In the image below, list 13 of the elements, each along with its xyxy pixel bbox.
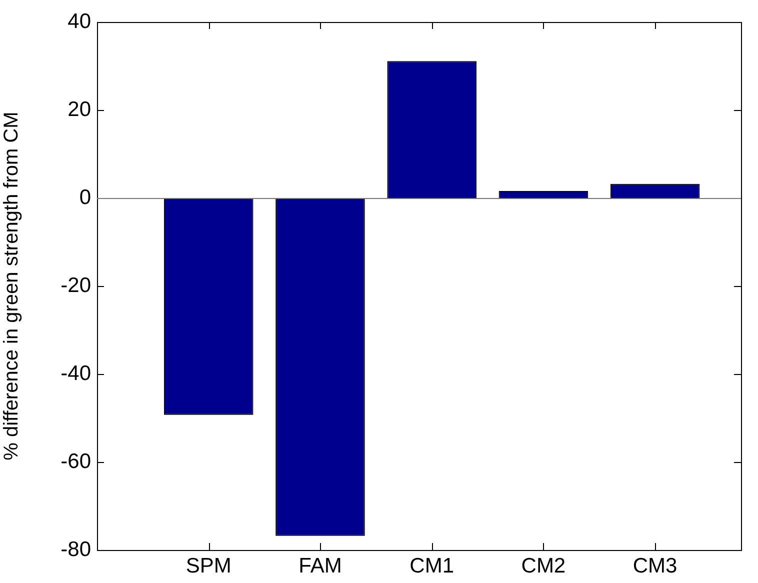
y-tick-label: -60 xyxy=(60,450,91,473)
x-tick-label: CM1 xyxy=(410,554,454,578)
y-tick-label: 40 xyxy=(68,10,91,33)
y-tick-label: -20 xyxy=(60,274,91,297)
x-tick-label: CM3 xyxy=(632,554,678,578)
y-axis-title: % difference in green strength from CM xyxy=(0,112,23,460)
y-tick-label: 20 xyxy=(68,98,91,121)
x-tick-label: SPM xyxy=(186,554,232,578)
y-tick-label: 0 xyxy=(79,186,91,209)
x-tick-label: FAM xyxy=(298,554,342,578)
y-tick-label: -40 xyxy=(60,362,91,385)
x-tick-label: CM2 xyxy=(521,554,566,578)
y-tick-label: -80 xyxy=(60,538,91,561)
